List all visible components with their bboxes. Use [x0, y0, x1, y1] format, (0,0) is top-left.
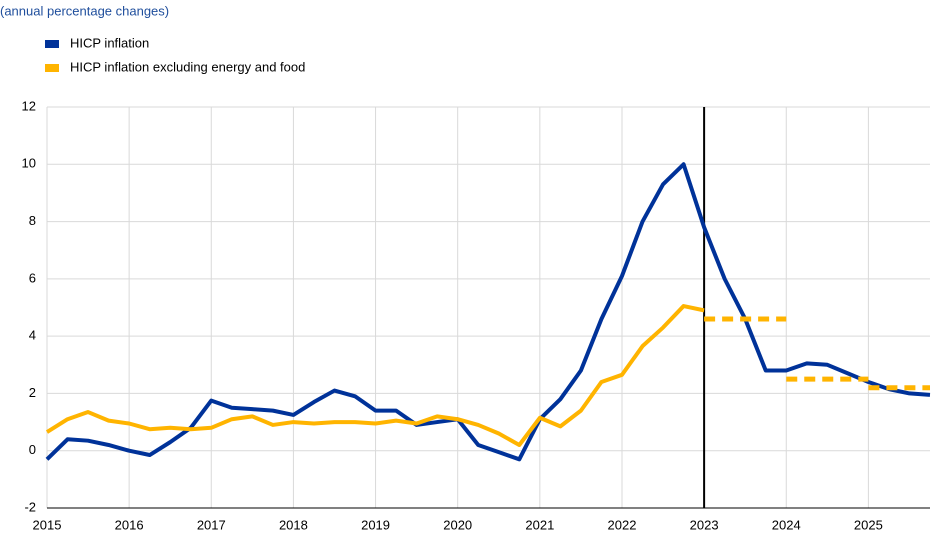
legend-label: HICP inflation excluding energy and food [70, 59, 305, 74]
y-tick-label: 12 [22, 98, 36, 113]
y-tick-label: 0 [29, 442, 36, 457]
x-tick-label: 2016 [115, 517, 144, 532]
legend-label: HICP inflation [70, 35, 149, 50]
x-tick-label: 2015 [33, 517, 62, 532]
y-tick-label: 2 [29, 385, 36, 400]
legend-swatch [45, 64, 59, 72]
x-tick-label: 2025 [854, 517, 883, 532]
y-tick-label: 4 [29, 328, 36, 343]
x-tick-label: 2017 [197, 517, 226, 532]
x-tick-label: 2020 [443, 517, 472, 532]
series-line [45, 304, 705, 447]
x-tick-label: 2018 [279, 517, 308, 532]
y-tick-label: 8 [29, 213, 36, 228]
x-tick-label: 2021 [525, 517, 554, 532]
x-tick-label: 2023 [690, 517, 719, 532]
x-tick-label: 2022 [608, 517, 637, 532]
y-tick-label: -2 [24, 499, 36, 514]
x-tick-label: 2024 [772, 517, 801, 532]
series-line [45, 162, 931, 462]
y-tick-label: 6 [29, 270, 36, 285]
legend-swatch [45, 40, 59, 48]
y-tick-label: 10 [22, 156, 36, 171]
chart-subtitle: (annual percentage changes) [0, 3, 169, 18]
x-tick-label: 2019 [361, 517, 390, 532]
